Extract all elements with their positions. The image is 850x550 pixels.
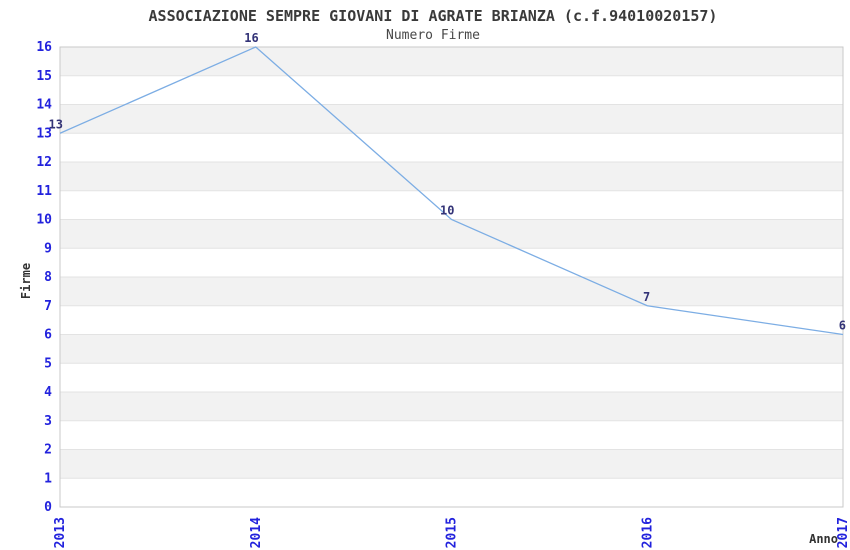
y-tick-label: 1 — [44, 471, 52, 486]
grid-band — [60, 133, 843, 162]
grid-band — [60, 219, 843, 249]
y-tick-label: 14 — [36, 98, 52, 113]
y-tick-label: 15 — [36, 69, 52, 84]
grid-band — [60, 248, 843, 277]
grid-band — [60, 47, 843, 76]
chart-subtitle: Numero Firme — [386, 28, 480, 43]
grid-band — [60, 392, 843, 421]
y-tick-label: 8 — [44, 270, 52, 285]
y-tick-label: 11 — [36, 184, 52, 199]
point-label: 10 — [440, 204, 454, 218]
y-axis-label: Firme — [19, 263, 33, 299]
y-tick-label: 9 — [44, 241, 52, 256]
y-tick-label: 5 — [44, 356, 52, 371]
grid-band — [60, 190, 843, 220]
grid-band — [60, 75, 843, 105]
grid-band — [60, 162, 843, 191]
x-tick-label: 2016 — [640, 517, 655, 548]
y-tick-label: 7 — [44, 299, 52, 314]
plot-border — [59, 46, 844, 508]
y-tick-label: 13 — [36, 126, 52, 141]
grid-band — [60, 104, 843, 134]
y-tick-label: 0 — [44, 500, 52, 515]
data-line — [59, 46, 844, 336]
point-label: 16 — [244, 31, 258, 45]
grid-band — [60, 277, 843, 306]
grid-band — [60, 305, 843, 335]
point-label: 13 — [49, 117, 63, 131]
x-tick-label: 2013 — [53, 517, 68, 548]
grid-band — [60, 420, 843, 450]
x-axis-label: Anno — [809, 532, 838, 546]
grid-band — [60, 334, 843, 364]
y-tick-label: 2 — [44, 443, 52, 458]
x-tick-label: 2015 — [445, 517, 460, 548]
point-label: 6 — [839, 319, 846, 333]
chart-title: ASSOCIAZIONE SEMPRE GIOVANI DI AGRATE BR… — [149, 7, 718, 25]
x-tick-label: 2014 — [249, 517, 264, 548]
grid-band — [60, 478, 843, 507]
y-tick-label: 3 — [44, 414, 52, 429]
y-tick-label: 4 — [44, 385, 52, 400]
grid-band — [60, 449, 843, 479]
grid-band — [60, 363, 843, 392]
point-label: 7 — [643, 290, 650, 304]
y-tick-label: 10 — [36, 213, 52, 228]
y-tick-label: 12 — [36, 155, 52, 170]
y-tick-label: 6 — [44, 328, 52, 343]
y-tick-label: 16 — [36, 40, 52, 55]
x-tick-label: 2017 — [836, 517, 850, 548]
